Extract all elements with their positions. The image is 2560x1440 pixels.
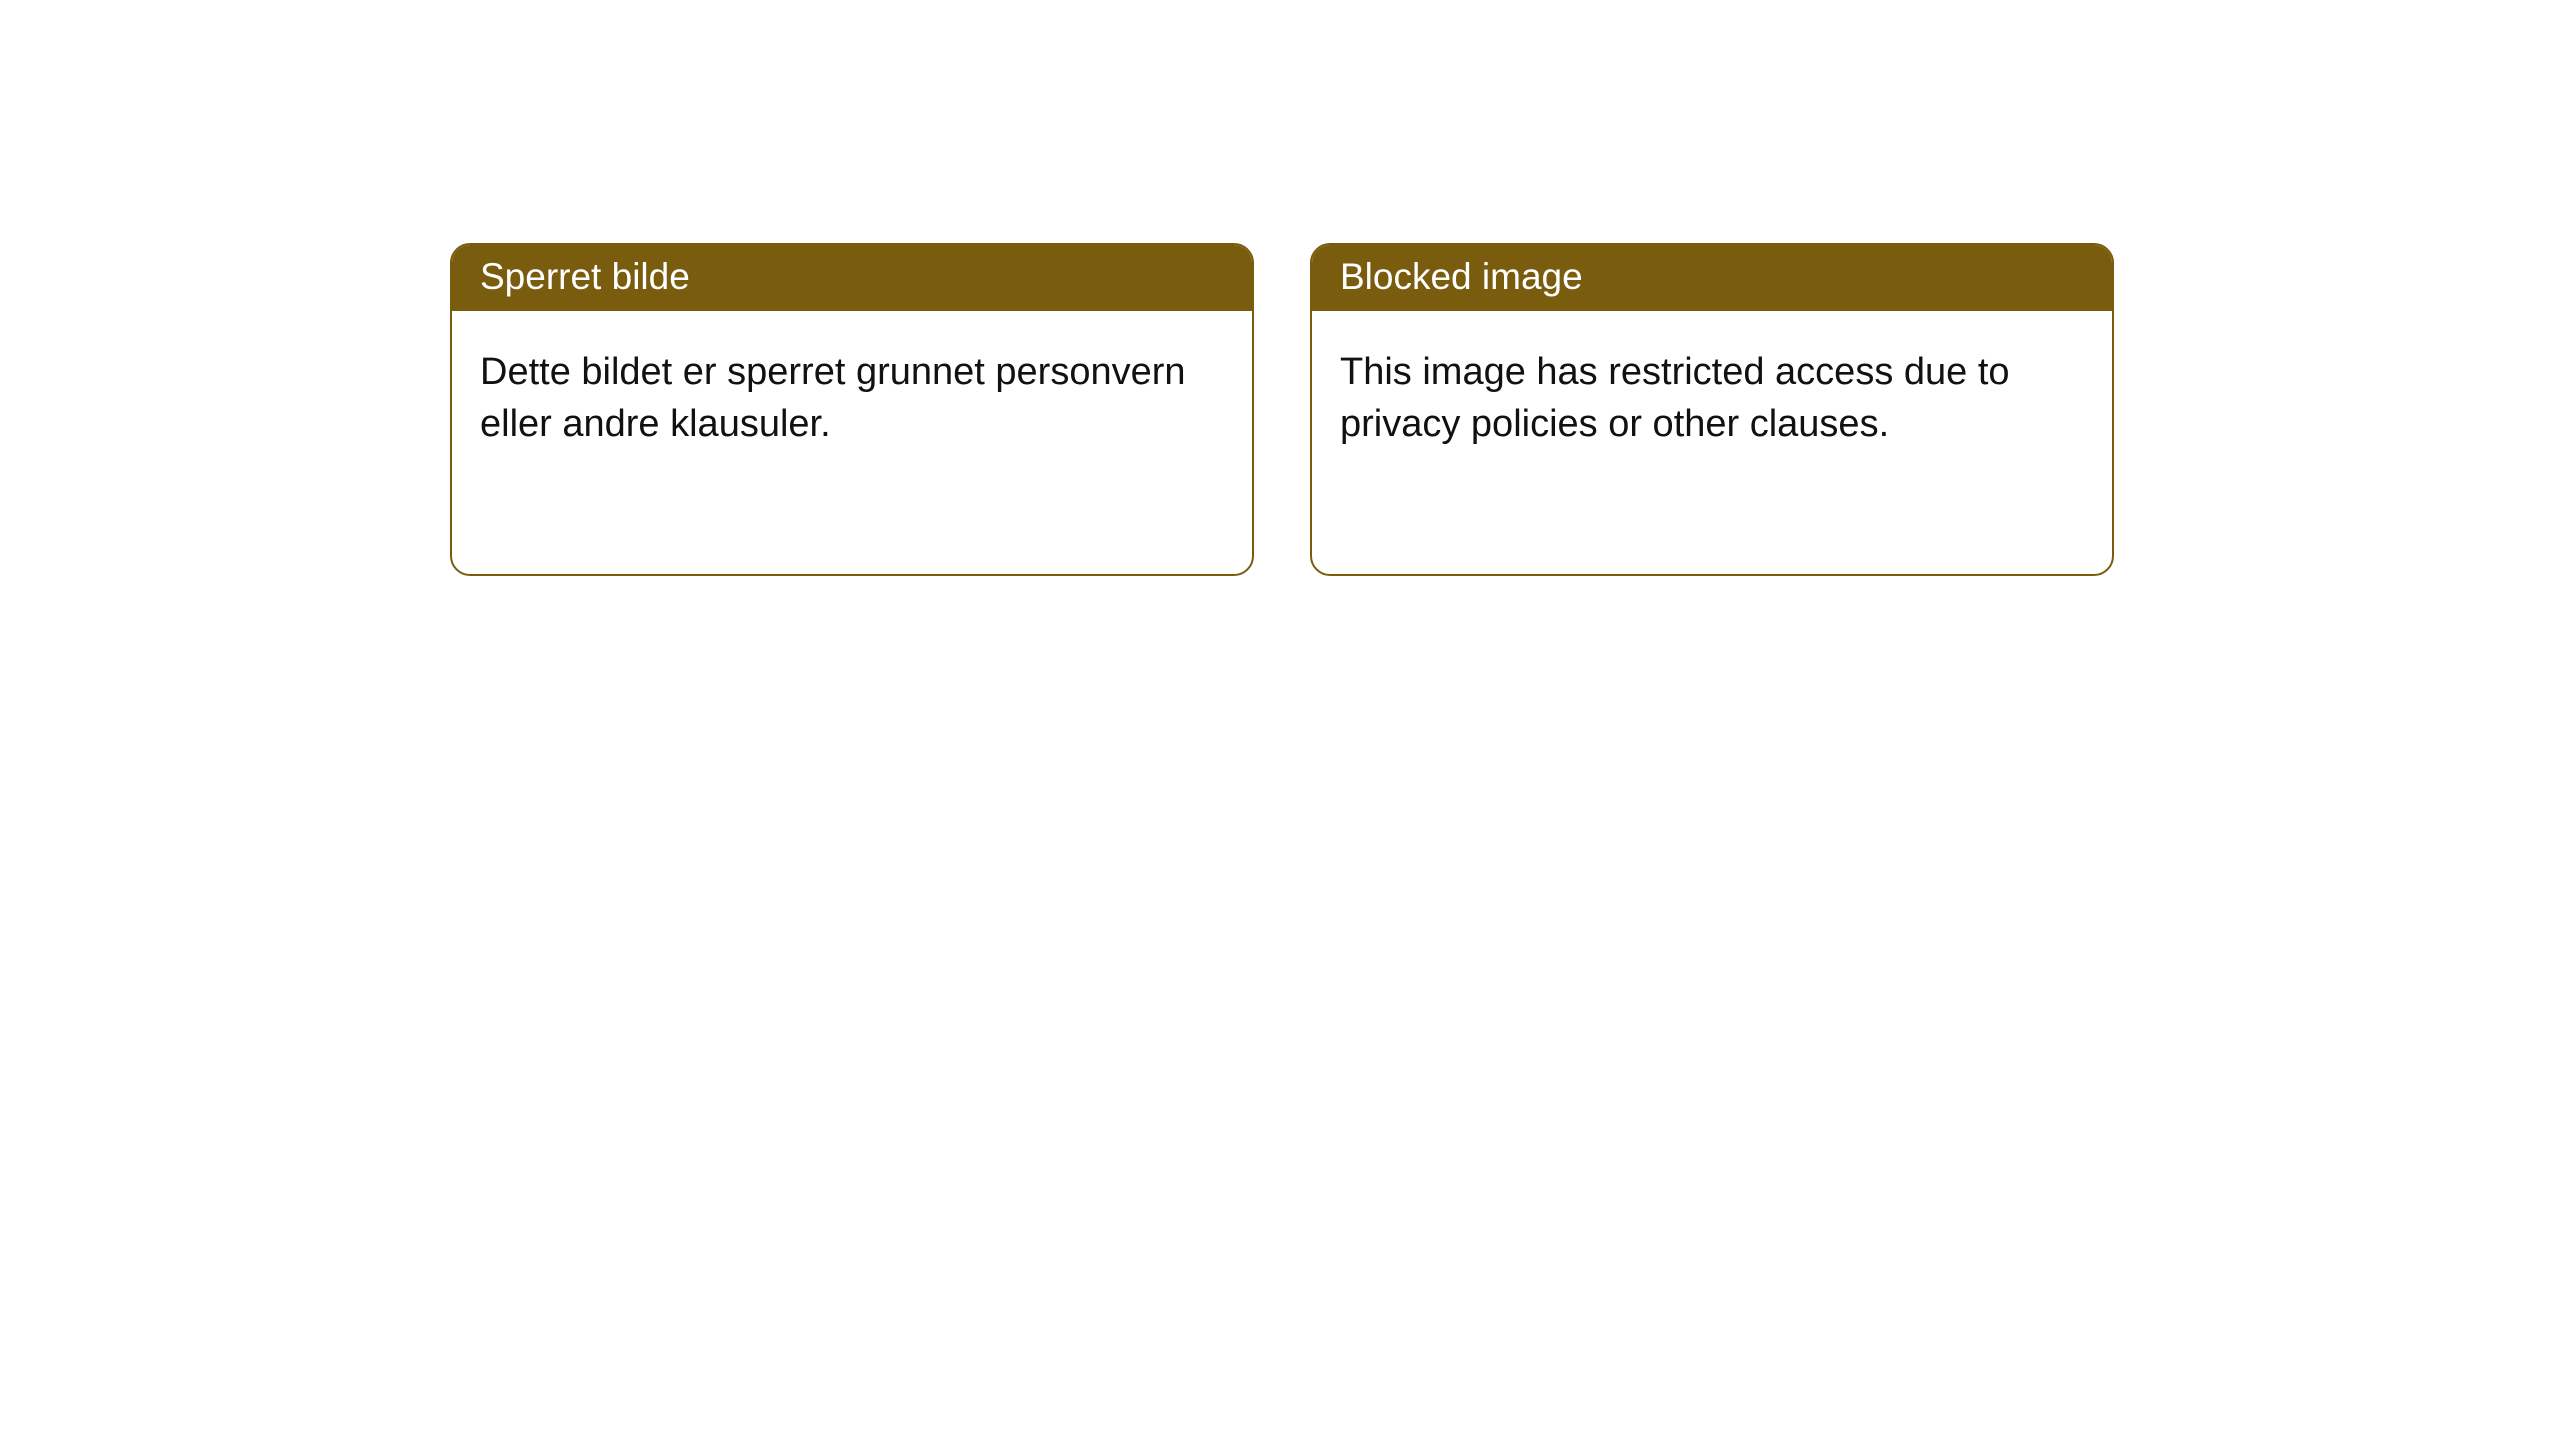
notice-card-body: Dette bildet er sperret grunnet personve…	[452, 311, 1252, 486]
notice-card-body: This image has restricted access due to …	[1312, 311, 2112, 486]
notice-cards-container: Sperret bilde Dette bildet er sperret gr…	[450, 243, 2114, 576]
notice-card-english: Blocked image This image has restricted …	[1310, 243, 2114, 576]
notice-card-title: Sperret bilde	[452, 245, 1252, 311]
notice-card-title: Blocked image	[1312, 245, 2112, 311]
notice-card-norwegian: Sperret bilde Dette bildet er sperret gr…	[450, 243, 1254, 576]
